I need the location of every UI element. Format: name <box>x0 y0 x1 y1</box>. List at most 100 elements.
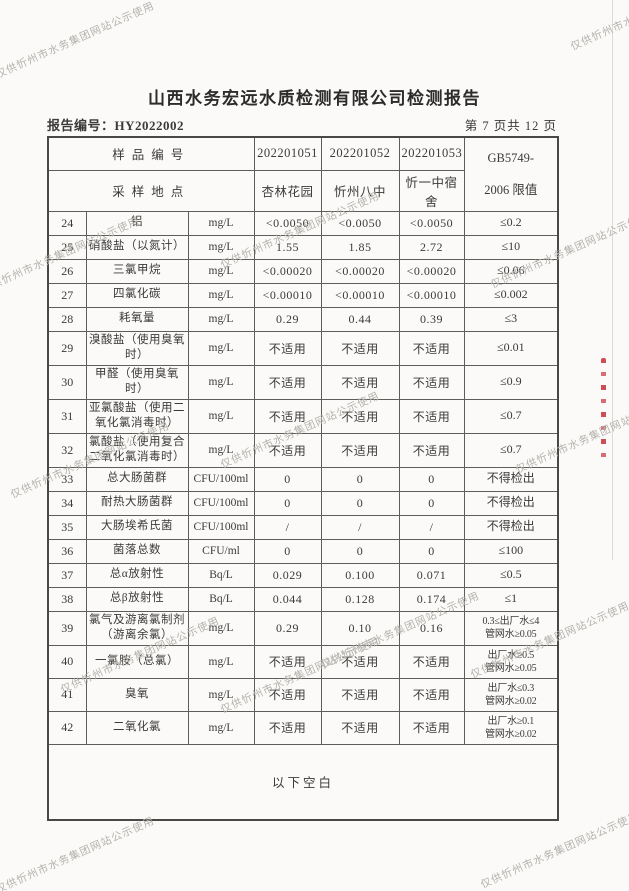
value-cell: 1.55 <box>253 234 322 260</box>
unit-cell: Bq/L <box>187 586 255 612</box>
value-cell: 0.071 <box>398 562 465 588</box>
watermark-text: 仅供忻州市水务集团网站公示使用 <box>0 814 157 891</box>
parameter-name: 溴酸盐（使用臭氧时） <box>85 330 189 366</box>
row-number: 31 <box>47 398 87 434</box>
table-row: 41 臭氧 mg/L 不适用 不适用 不适用 出厂水≤0.3 管网水≥0.02 <box>47 677 559 712</box>
table-row: 31 亚氯酸盐（使用二氧化氯消毒时） mg/L 不适用 不适用 不适用 ≤0.7 <box>47 398 559 434</box>
limit-cell: 出厂水≤0.3 管网水≥0.02 <box>463 677 559 712</box>
limit-cell: ≤0.002 <box>463 282 559 308</box>
parameter-name: 氯气及游离氯制剂（游离余氯） <box>85 610 189 646</box>
report-number-label: 报告编号： <box>47 118 115 133</box>
value-cell: 0 <box>398 538 465 564</box>
value-cell: 0 <box>253 538 322 564</box>
table-row: 33 总大肠菌群 CFU/100ml 0 0 0 不得检出 <box>47 466 559 492</box>
limit-cell: ≤0.5 <box>463 562 559 588</box>
table-header: 样品编号 202201051 202201052 202201053 GB574… <box>47 136 559 212</box>
limit-cell: ≤0.01 <box>463 330 559 366</box>
value-cell: 不适用 <box>398 432 465 468</box>
blank-note: 以下空白 <box>47 743 559 821</box>
value-cell: 不适用 <box>398 364 465 400</box>
sample-id-label: 样品编号 <box>47 136 255 171</box>
value-cell: 不适用 <box>253 398 322 434</box>
table-row: 38 总β放射性 Bq/L 0.044 0.128 0.174 ≤1 <box>47 586 559 612</box>
unit-cell: mg/L <box>187 330 255 366</box>
header-row-sample-id: 样品编号 202201051 202201052 202201053 GB574… <box>47 136 559 212</box>
row-number: 27 <box>47 282 87 308</box>
table-row: 28 耗氧量 mg/L 0.29 0.44 0.39 ≤3 <box>47 306 559 332</box>
value-cell: / <box>253 514 322 540</box>
unit-cell: mg/L <box>187 282 255 308</box>
value-cell: 不适用 <box>320 432 400 468</box>
value-cell: 不适用 <box>320 710 400 745</box>
value-cell: 0 <box>253 490 322 516</box>
report-meta: 报告编号：HY2022002 第 7 页共 12 页 <box>47 115 557 134</box>
limit-cell: ≤100 <box>463 538 559 564</box>
row-number: 33 <box>47 466 87 492</box>
table-row: 40 一氯胺（总氯） mg/L 不适用 不适用 不适用 出厂水≥0.5 管网水≥0.05 <box>47 644 559 679</box>
limit-cell: ≤0.2 <box>463 210 559 236</box>
unit-cell: mg/L <box>187 258 255 284</box>
limit-cell: 不得检出 <box>463 466 559 492</box>
table-row: 32 氯酸盐（使用复合二氧化氯消毒时） mg/L 不适用 不适用 不适用 ≤0.7 <box>47 432 559 468</box>
table-row: 30 甲醛（使用臭氧时） mg/L 不适用 不适用 不适用 ≤0.9 <box>47 364 559 400</box>
value-cell: <0.00020 <box>320 258 400 284</box>
row-number: 24 <box>47 210 87 236</box>
results-table: 样品编号 202201051 202201052 202201053 GB574… <box>47 136 560 821</box>
value-cell: 0.128 <box>320 586 400 612</box>
parameter-name: 四氯化碳 <box>85 282 189 308</box>
parameter-name: 总α放射性 <box>85 562 189 588</box>
value-cell: 0.16 <box>398 610 465 646</box>
row-number: 37 <box>47 562 87 588</box>
results-tbody: 24 铝 mg/L <0.0050 <0.0050 <0.0050 ≤0.2 25 硝酸盐（以氮… <box>47 210 559 821</box>
parameter-name: 总β放射性 <box>85 586 189 612</box>
value-cell: <0.00020 <box>253 258 322 284</box>
table-row: 42 二氧化氯 mg/L 不适用 不适用 不适用 出厂水≥0.1 管网水≥0.02 <box>47 710 559 745</box>
value-cell: 0 <box>320 466 400 492</box>
location-1: 杏林花园 <box>253 169 322 212</box>
row-number: 40 <box>47 644 87 679</box>
parameter-name: 二氧化氯 <box>85 710 189 745</box>
value-cell: 不适用 <box>398 710 465 745</box>
watermark-text: 仅供忻州市水务集团网站公示使用 <box>568 0 629 54</box>
limit-header-line2: 2006 限值 <box>484 183 538 198</box>
value-cell: 0.39 <box>398 306 465 332</box>
limit-cell: ≤10 <box>463 234 559 260</box>
value-cell: 不适用 <box>320 644 400 679</box>
value-cell: 0.29 <box>253 610 322 646</box>
value-cell: 0 <box>398 490 465 516</box>
parameter-name: 亚氯酸盐（使用二氧化氯消毒时） <box>85 398 189 434</box>
parameter-name: 耗氧量 <box>85 306 189 332</box>
unit-cell: mg/L <box>187 364 255 400</box>
row-number: 35 <box>47 514 87 540</box>
parameter-name: 一氯胺（总氯） <box>85 644 189 679</box>
value-cell: 不适用 <box>253 364 322 400</box>
parameter-name: 耐热大肠菌群 <box>85 490 189 516</box>
limit-cell: ≤0.7 <box>463 432 559 468</box>
parameter-name: 氯酸盐（使用复合二氧化氯消毒时） <box>85 432 189 468</box>
blank-row: 以下空白 <box>47 743 559 821</box>
table-row: 27 四氯化碳 mg/L <0.00010 <0.00010 <0.00010 ≤0.002 <box>47 282 559 308</box>
parameter-name: 臭氧 <box>85 677 189 712</box>
row-number: 32 <box>47 432 87 468</box>
value-cell: 2.72 <box>398 234 465 260</box>
row-number: 30 <box>47 364 87 400</box>
unit-cell: CFU/ml <box>187 538 255 564</box>
value-cell: 1.85 <box>320 234 400 260</box>
value-cell: 不适用 <box>320 398 400 434</box>
value-cell: 不适用 <box>320 364 400 400</box>
value-cell: <0.0050 <box>253 210 322 236</box>
page-indicator: 第 7 页共 12 页 <box>464 119 557 133</box>
table-row: 35 大肠埃希氏菌 CFU/100ml / / / 不得检出 <box>47 514 559 540</box>
unit-cell: mg/L <box>187 710 255 745</box>
value-cell: 0.44 <box>320 306 400 332</box>
value-cell: 0 <box>253 466 322 492</box>
table-row: 26 三氯甲烷 mg/L <0.00020 <0.00020 <0.00020 ≤0.06 <box>47 258 559 284</box>
parameter-name: 总大肠菌群 <box>85 466 189 492</box>
report-number-value: HY2022002 <box>114 118 185 133</box>
value-cell: 不适用 <box>320 330 400 366</box>
value-cell: 不适用 <box>320 677 400 712</box>
value-cell: <0.00010 <box>320 282 400 308</box>
parameter-name: 硝酸盐（以氮计） <box>85 234 189 260</box>
location-label: 采样地点 <box>47 169 255 212</box>
limit-cell: 出厂水≥0.1 管网水≥0.02 <box>463 710 559 745</box>
